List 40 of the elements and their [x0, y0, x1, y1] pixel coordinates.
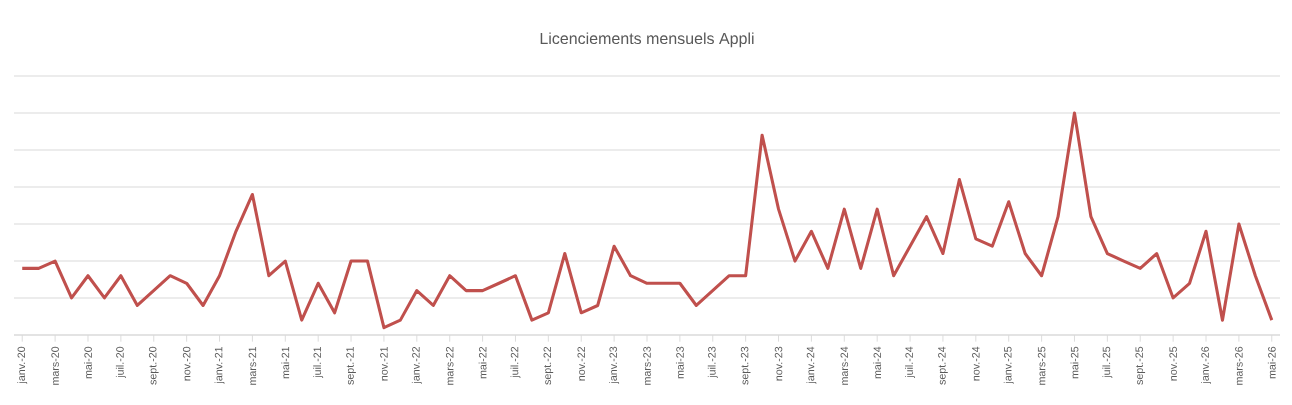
x-tick-label: mars-22 [445, 346, 454, 385]
x-tick-label: mai-20 [84, 346, 92, 379]
x-tick-label: mars-23 [643, 346, 651, 385]
x-tick-label: mai-22 [478, 346, 487, 379]
x-tick-label: mars-24 [840, 346, 849, 385]
x-tick-label: juil.-22 [510, 346, 521, 379]
x-tick-label: juil.-20 [115, 346, 126, 379]
x-tick-label: sept.-23 [740, 346, 751, 385]
x-tick-label: mai-24 [873, 346, 882, 379]
x-tick-label: nov.-20 [182, 346, 191, 381]
x-tick-label: janv.-26 [1201, 346, 1211, 384]
x-tick-label: mai-26 [1267, 346, 1276, 379]
x-tick-label: nov.-21 [380, 346, 388, 381]
x-tick-label: mai-21 [281, 346, 290, 379]
x-tick-label: mars-21 [248, 346, 257, 385]
x-tick-label: mars-26 [1235, 346, 1243, 385]
x-tick-label: mai-23 [675, 346, 684, 379]
x-tick-label: sept.-21 [346, 346, 356, 385]
x-tick-label: juil.-24 [905, 346, 916, 379]
x-tick-label: juil.-21 [313, 346, 324, 379]
chart-title: Licenciements mensuels Appli [540, 32, 754, 48]
x-tick-label: sept.-20 [148, 346, 159, 385]
x-tick-label: nov.-25 [1169, 346, 1177, 381]
x-tick-label: janv.-21 [214, 346, 225, 384]
x-tick-label: sept.-24 [938, 346, 948, 385]
x-tick-label: juil.-23 [707, 346, 718, 379]
x-tick-label: juil.-25 [1102, 346, 1113, 379]
x-tick-label: janv.-20 [17, 346, 28, 384]
x-tick-label: mars-20 [51, 346, 59, 385]
x-tick-label: mars-25 [1037, 346, 1046, 385]
x-tick-label: mai-25 [1070, 346, 1079, 379]
x-tick-label: janv.-24 [806, 346, 817, 384]
x-tick-label: sept.-25 [1135, 346, 1146, 385]
x-tick-label: janv.-22 [411, 346, 422, 384]
x-tick-label: sept.-22 [543, 346, 554, 385]
x-tick-label: janv.-25 [1003, 346, 1014, 384]
x-tick-label: janv.-23 [609, 346, 620, 384]
x-tick-label: nov.-22 [577, 346, 586, 381]
x-tick-label: nov.-23 [774, 346, 783, 381]
x-tick-label: nov.-24 [972, 346, 980, 381]
